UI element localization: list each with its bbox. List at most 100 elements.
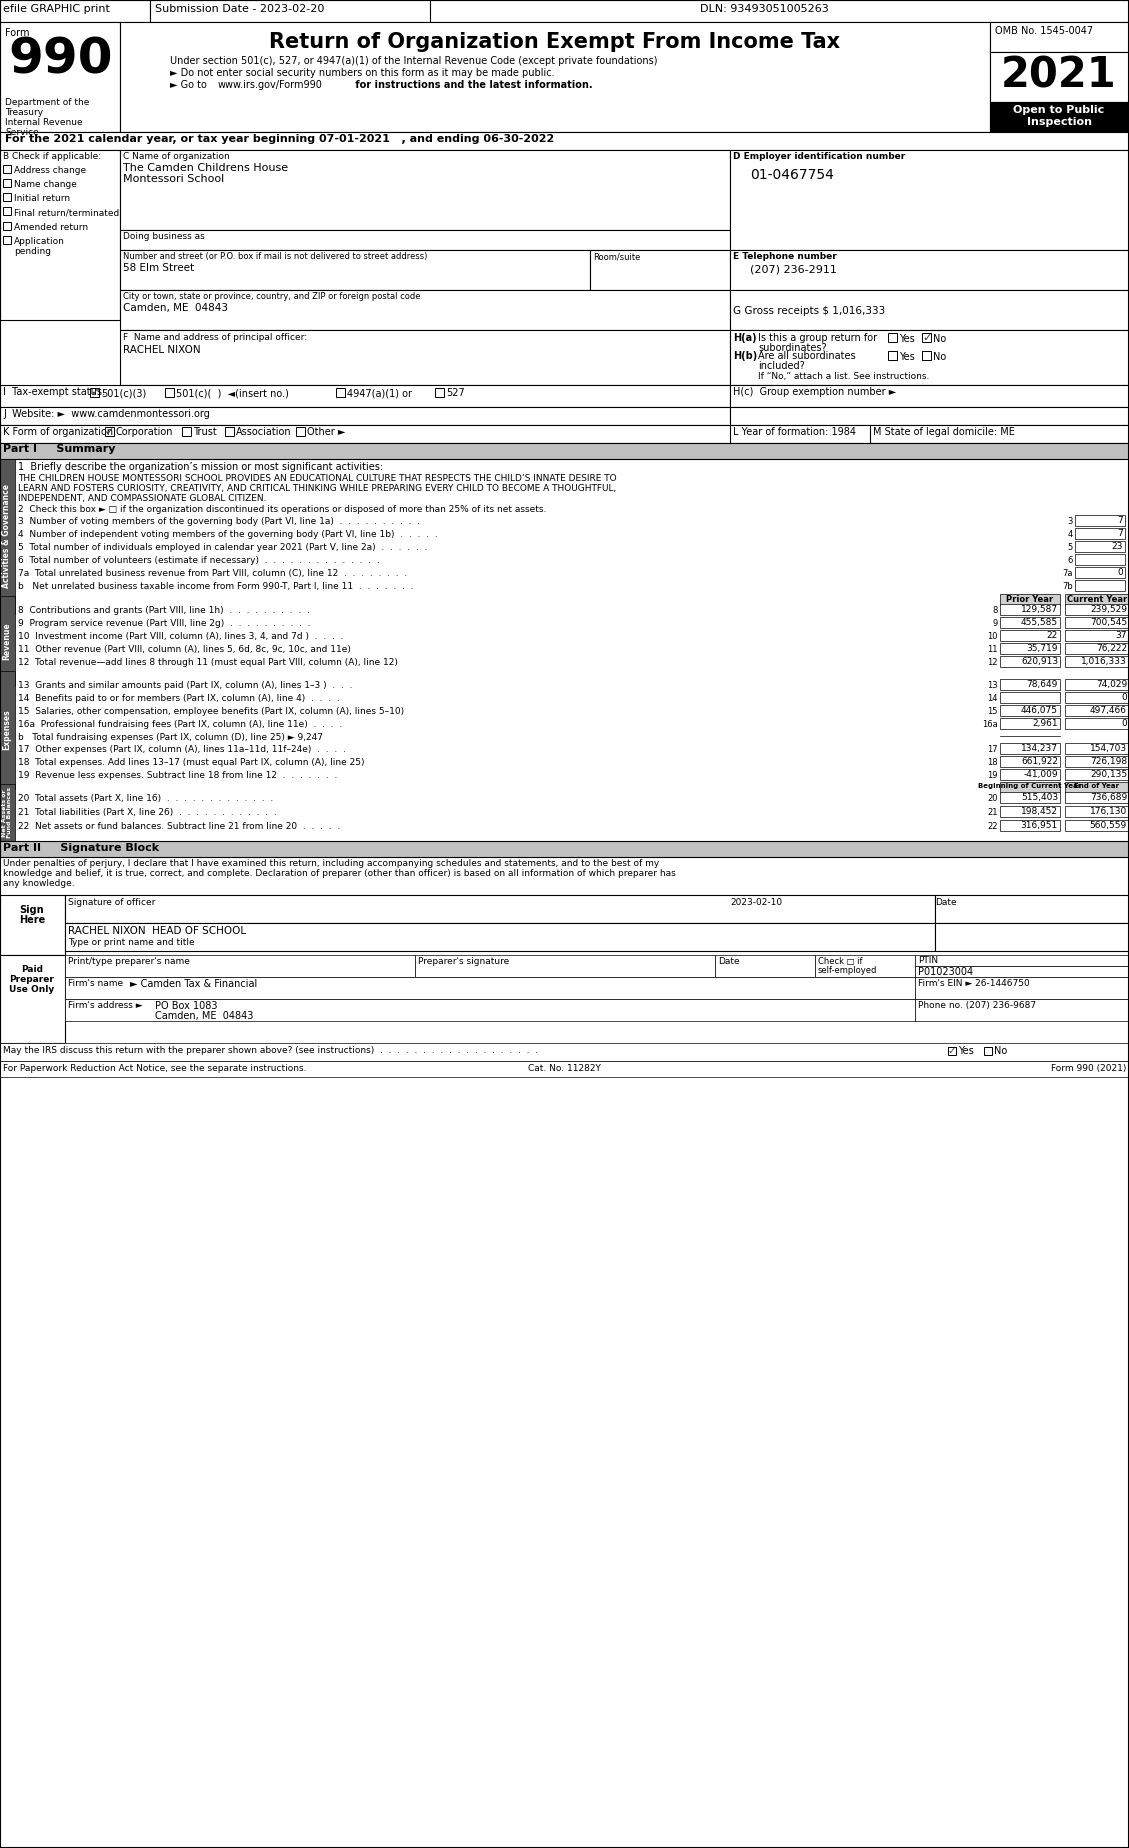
Bar <box>3 192 11 201</box>
Text: J  Website: ►  www.camdenmontessori.org: J Website: ► www.camdenmontessori.org <box>3 408 210 419</box>
Bar <box>1065 782 1129 793</box>
Text: 501(c)(  )  ◄(insert no.): 501(c)( ) ◄(insert no.) <box>176 388 289 397</box>
Text: www.irs.gov/Form990: www.irs.gov/Form990 <box>218 79 323 91</box>
Text: 11  Other revenue (Part VIII, column (A), lines 5, 6d, 8c, 9c, 10c, and 11e): 11 Other revenue (Part VIII, column (A),… <box>18 645 351 654</box>
Text: End of Year: End of Year <box>1075 784 1120 789</box>
Bar <box>0 671 15 789</box>
Text: Form: Form <box>5 28 29 39</box>
Text: 14: 14 <box>988 695 998 702</box>
Text: 290,135: 290,135 <box>1089 771 1127 780</box>
Text: 22: 22 <box>988 822 998 832</box>
Text: Cat. No. 11282Y: Cat. No. 11282Y <box>527 1064 601 1074</box>
Text: C Name of organization: C Name of organization <box>123 152 229 161</box>
Bar <box>1065 691 1129 702</box>
Text: 5: 5 <box>1068 543 1073 553</box>
Text: 9  Program service revenue (Part VIII, line 2g)  .  .  .  .  .  .  .  .  .  .: 9 Program service revenue (Part VIII, li… <box>18 619 310 628</box>
Bar <box>1000 769 1060 780</box>
Text: Revenue: Revenue <box>2 623 11 660</box>
Text: 18: 18 <box>988 758 998 767</box>
Text: PO Box 1083: PO Box 1083 <box>155 1002 218 1011</box>
Text: Check □ if: Check □ if <box>819 957 863 967</box>
Bar <box>0 444 1129 458</box>
Text: Date: Date <box>935 898 956 907</box>
Text: 7: 7 <box>1118 516 1123 525</box>
Bar <box>914 955 1129 967</box>
Bar <box>889 333 898 342</box>
Text: Association: Association <box>236 427 291 436</box>
Text: efile GRAPHIC print: efile GRAPHIC print <box>3 4 110 15</box>
Bar <box>65 922 935 952</box>
Text: Camden, ME  04843: Camden, ME 04843 <box>123 303 228 312</box>
Text: I  Tax-exempt status:: I Tax-exempt status: <box>3 386 105 397</box>
Bar <box>1065 604 1129 615</box>
Bar <box>730 249 1129 290</box>
Text: ► Go to: ► Go to <box>170 79 210 91</box>
Text: 01-0467754: 01-0467754 <box>750 168 834 181</box>
Text: H(c)  Group exemption number ►: H(c) Group exemption number ► <box>733 386 896 397</box>
Text: 2021: 2021 <box>1001 54 1117 96</box>
Text: DLN: 93493051005263: DLN: 93493051005263 <box>700 4 829 15</box>
Bar <box>0 150 120 320</box>
Text: Signature of officer: Signature of officer <box>68 898 156 907</box>
Text: 18  Total expenses. Add lines 13–17 (must equal Part IX, column (A), line 25): 18 Total expenses. Add lines 13–17 (must… <box>18 758 365 767</box>
Text: any knowledge.: any knowledge. <box>3 880 75 889</box>
Text: Service: Service <box>5 128 38 137</box>
Text: 726,198: 726,198 <box>1089 758 1127 767</box>
Bar <box>1000 656 1060 667</box>
Bar <box>715 955 815 978</box>
Text: 154,703: 154,703 <box>1089 745 1127 752</box>
Text: 20  Total assets (Part X, line 16)  .  .  .  .  .  .  .  .  .  .  .  .  .: 20 Total assets (Part X, line 16) . . . … <box>18 795 273 804</box>
Bar <box>0 597 15 686</box>
Text: 21: 21 <box>988 808 998 817</box>
Text: self-employed: self-employed <box>819 967 877 976</box>
Text: 35,719: 35,719 <box>1026 643 1058 652</box>
Text: 15: 15 <box>988 708 998 715</box>
Bar <box>1000 821 1060 832</box>
Text: H(b): H(b) <box>733 351 758 360</box>
Text: 501(c)(3): 501(c)(3) <box>100 388 147 397</box>
Text: No: No <box>933 334 946 344</box>
Text: pending: pending <box>14 248 51 257</box>
Text: Camden, ME  04843: Camden, ME 04843 <box>155 1011 253 1020</box>
Text: 16a: 16a <box>982 721 998 728</box>
Bar <box>65 978 914 1000</box>
Bar <box>730 150 1129 249</box>
Text: 700,545: 700,545 <box>1089 617 1127 626</box>
Bar <box>730 331 1129 384</box>
Text: ► Camden Tax & Financial: ► Camden Tax & Financial <box>130 979 257 989</box>
Text: H(a): H(a) <box>733 333 756 344</box>
Text: 990: 990 <box>8 35 113 83</box>
Bar <box>914 978 1129 1000</box>
Text: 1  Briefly describe the organization’s mission or most significant activities:: 1 Briefly describe the organization’s mi… <box>18 462 383 471</box>
Bar <box>150 0 430 22</box>
Text: 0: 0 <box>1121 719 1127 728</box>
Bar <box>1075 567 1124 578</box>
Text: Yes: Yes <box>959 1046 973 1055</box>
Text: Paid: Paid <box>21 965 43 974</box>
Text: 176,130: 176,130 <box>1089 808 1127 817</box>
Bar <box>922 351 931 360</box>
Bar <box>1000 643 1060 654</box>
Bar <box>120 22 990 131</box>
Text: 6: 6 <box>1068 556 1073 565</box>
Bar <box>435 388 444 397</box>
Text: Under section 501(c), 527, or 4947(a)(1) of the Internal Revenue Code (except pr: Under section 501(c), 527, or 4947(a)(1)… <box>170 55 657 67</box>
Text: Treasury: Treasury <box>5 107 43 116</box>
Bar <box>120 331 730 384</box>
Bar <box>922 333 931 342</box>
Text: 4  Number of independent voting members of the governing body (Part VI, line 1b): 4 Number of independent voting members o… <box>18 530 438 540</box>
Text: Corporation: Corporation <box>116 427 174 436</box>
Bar <box>105 427 114 436</box>
Bar <box>0 841 1129 857</box>
Bar <box>0 1061 1129 1077</box>
Text: 17: 17 <box>988 745 998 754</box>
Bar <box>3 179 11 187</box>
Text: 129,587: 129,587 <box>1021 604 1058 614</box>
Text: Return of Organization Exempt From Income Tax: Return of Organization Exempt From Incom… <box>270 31 841 52</box>
Text: Print/type preparer's name: Print/type preparer's name <box>68 957 190 967</box>
Text: Expenses: Expenses <box>2 710 11 750</box>
Text: 13: 13 <box>988 682 998 689</box>
Text: 76,222: 76,222 <box>1096 643 1127 652</box>
Text: for instructions and the latest information.: for instructions and the latest informat… <box>352 79 593 91</box>
Text: RACHEL NIXON  HEAD OF SCHOOL: RACHEL NIXON HEAD OF SCHOOL <box>68 926 246 935</box>
